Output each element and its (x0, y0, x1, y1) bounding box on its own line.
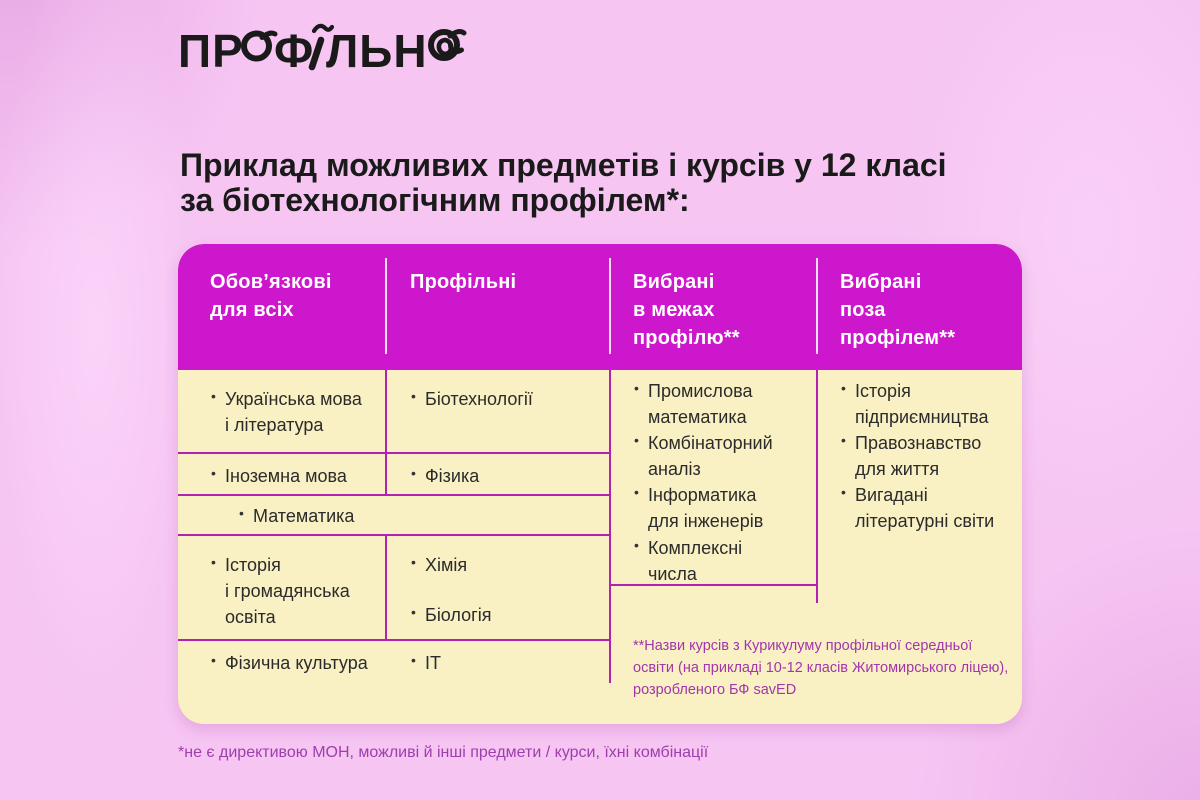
svg-text:ЛЬН: ЛЬН (326, 25, 428, 77)
svg-text:ПР: ПР (178, 25, 244, 77)
svg-text:Ф: Ф (274, 25, 314, 77)
